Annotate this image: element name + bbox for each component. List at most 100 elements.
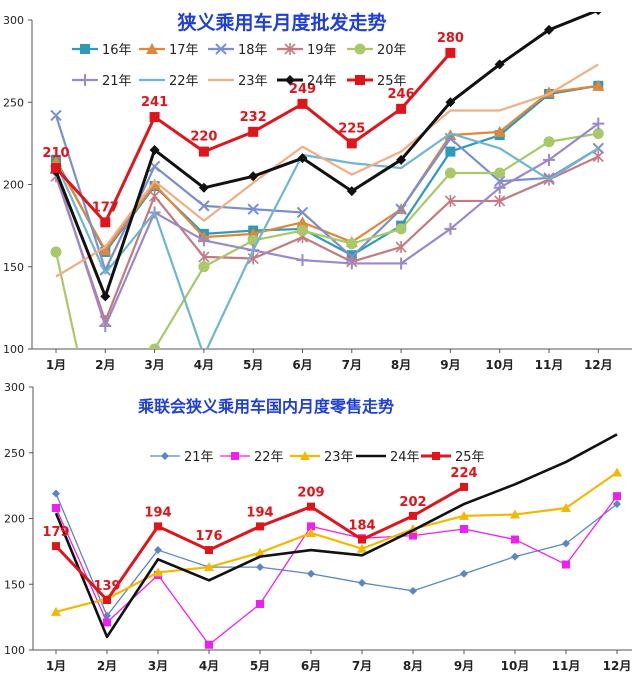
x-tick-label: 2月 <box>95 358 115 372</box>
data-point <box>345 257 358 270</box>
data-point <box>50 246 62 258</box>
data-point <box>149 112 160 123</box>
legend-label: 25年 <box>455 450 485 465</box>
x-tick-label: 1月 <box>46 358 66 372</box>
data-point <box>205 546 213 555</box>
legend-item: 20年 <box>347 43 407 58</box>
data-point <box>346 250 357 261</box>
data-point <box>494 194 506 207</box>
legend-marker <box>231 452 239 460</box>
series-line <box>55 495 618 646</box>
x-tick-label: 3月 <box>144 358 164 372</box>
legend-label: 18年 <box>238 43 268 58</box>
data-point <box>248 171 259 182</box>
data-point <box>50 109 62 122</box>
data-point <box>198 261 210 273</box>
data-label: 194 <box>246 505 273 520</box>
y-tick-label: 100 <box>3 343 24 356</box>
series-line <box>55 493 618 617</box>
data-point <box>444 167 456 179</box>
data-point <box>543 153 555 166</box>
data-point <box>296 216 309 228</box>
data-point <box>445 97 456 108</box>
series-25年 <box>52 482 468 605</box>
chart-title: 狭义乘用车月度批发走势 <box>176 11 386 34</box>
data-point <box>459 510 469 520</box>
data-label: 184 <box>348 519 375 534</box>
x-tick-label: 10月 <box>501 659 530 673</box>
legend-marker <box>161 452 169 460</box>
x-tick-label: 4月 <box>199 659 219 673</box>
series-22年 <box>54 132 599 349</box>
data-point <box>460 482 468 491</box>
legend-item: 23年 <box>208 74 268 89</box>
legend-label: 19年 <box>307 43 337 58</box>
data-point <box>149 190 161 203</box>
legend-item: 24年 <box>277 74 337 89</box>
data-point <box>494 167 506 179</box>
data-point <box>592 128 604 140</box>
series-17年 <box>50 79 605 256</box>
series-line <box>54 122 599 328</box>
data-label: 249 <box>289 82 316 97</box>
series-line <box>54 132 599 349</box>
data-point <box>100 217 111 228</box>
data-point <box>358 578 366 587</box>
x-tick-label: 12月 <box>584 358 613 372</box>
data-label: 209 <box>297 486 324 501</box>
data-point <box>306 527 316 537</box>
data-point <box>562 539 570 548</box>
data-point <box>396 103 407 114</box>
data-point <box>248 126 259 137</box>
series-23年 <box>55 63 599 278</box>
plot-area <box>51 433 622 649</box>
data-point <box>561 502 571 512</box>
data-label: 232 <box>240 110 267 125</box>
x-tick-label: 11月 <box>535 358 564 372</box>
data-point <box>358 535 366 544</box>
legend-item: 22年 <box>139 74 199 89</box>
data-point <box>103 618 111 627</box>
series-line <box>55 63 599 278</box>
data-label: 220 <box>190 130 217 145</box>
y-tick-label: 200 <box>3 179 24 192</box>
series-line <box>55 84 599 252</box>
data-point <box>409 586 417 595</box>
series-line <box>54 433 618 639</box>
data-point <box>52 489 60 498</box>
legend-label: 22年 <box>254 450 284 465</box>
data-point <box>395 241 407 254</box>
y-tick-label: 250 <box>4 447 25 460</box>
legend-item: 25年 <box>421 450 485 465</box>
x-tick-label: 12月 <box>603 659 632 673</box>
data-point <box>198 200 210 212</box>
data-point <box>445 47 456 58</box>
data-point <box>511 535 519 544</box>
data-point <box>255 547 265 557</box>
legend-item: 25年 <box>347 74 407 89</box>
data-point <box>297 153 308 164</box>
data-point <box>445 146 456 157</box>
legend-marker <box>300 451 310 460</box>
data-point <box>51 163 61 174</box>
y-tick-label: 250 <box>3 96 24 109</box>
data-point <box>346 238 358 250</box>
data-label: 177 <box>92 200 119 215</box>
legend-marker <box>355 75 365 85</box>
legend-item: 23年 <box>290 450 354 465</box>
data-point <box>256 563 264 572</box>
data-point <box>153 567 163 577</box>
wholesale-chart: 100 150 200 250 300 1月 2月 3月 4月 5月 6月 7月 8月 9月 10月 11月 1… <box>3 11 632 372</box>
legend-item: 17年 <box>139 43 199 58</box>
series-25年 <box>51 47 456 228</box>
data-label: 194 <box>144 505 171 520</box>
data-point <box>543 136 555 148</box>
data-point <box>444 194 456 207</box>
legend-label: 17年 <box>169 43 199 58</box>
data-point <box>395 257 408 270</box>
data-label: 139 <box>93 579 120 594</box>
legend-item: 16年 <box>72 43 132 58</box>
x-tick-label: 7月 <box>342 358 362 372</box>
data-point <box>592 117 605 130</box>
legend-label: 21年 <box>102 74 132 89</box>
